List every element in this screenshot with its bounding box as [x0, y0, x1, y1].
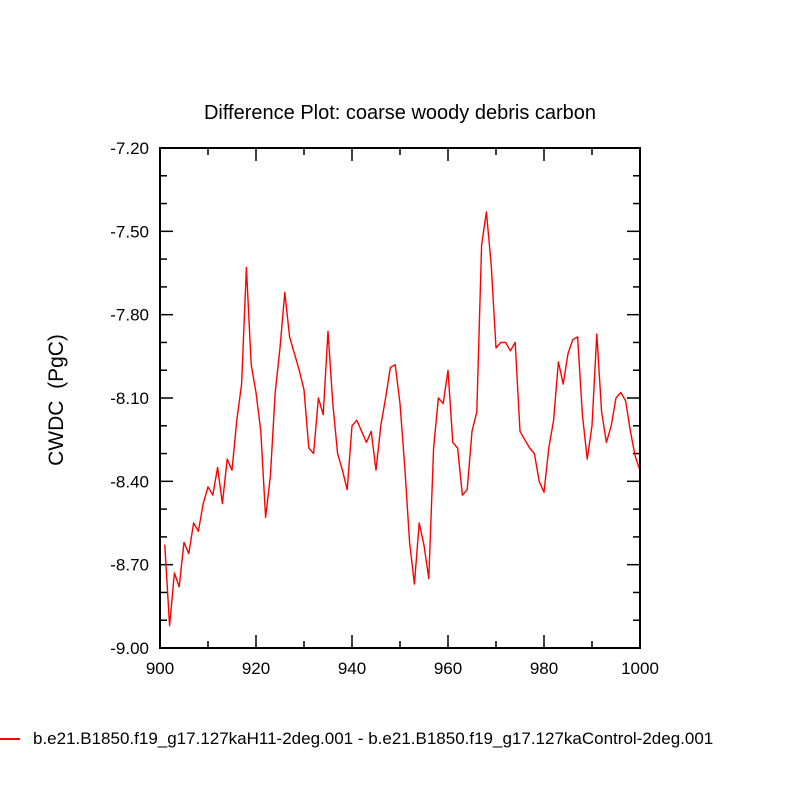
- y-tick-label: -8.70: [110, 556, 149, 575]
- y-tick-label: -8.40: [110, 472, 149, 491]
- x-tick-label: 920: [242, 659, 270, 678]
- x-tick-label: 940: [338, 659, 366, 678]
- plot-frame: [159, 147, 641, 649]
- axis-tick-labels: 900 920 940 960 980 1000 -7.20 -7.50 -7.80 -8.10 -…: [110, 139, 659, 678]
- legend: b.e21.B1850.f19_g17.127kaH11-2deg.001 - …: [0, 726, 800, 752]
- difference-line: [164, 211, 641, 627]
- legend-line-swatch: [0, 738, 20, 740]
- x-tick-label: 960: [434, 659, 462, 678]
- y-tick-label: -9.00: [110, 639, 149, 658]
- y-tick-label: -8.10: [110, 389, 149, 408]
- y-tick-label: -7.50: [110, 222, 149, 241]
- x-tick-label: 980: [530, 659, 558, 678]
- series-lines: [164, 211, 641, 627]
- chart-title: Difference Plot: coarse woody debris car…: [203, 102, 597, 124]
- legend-label: b.e21.B1850.f19_g17.127kaH11-2deg.001 - …: [33, 729, 714, 748]
- x-tick-label: 900: [146, 659, 174, 678]
- y-tick-label: -7.20: [110, 139, 149, 158]
- y-tick-label: -7.80: [110, 306, 149, 325]
- x-tick-label: 1000: [621, 659, 659, 678]
